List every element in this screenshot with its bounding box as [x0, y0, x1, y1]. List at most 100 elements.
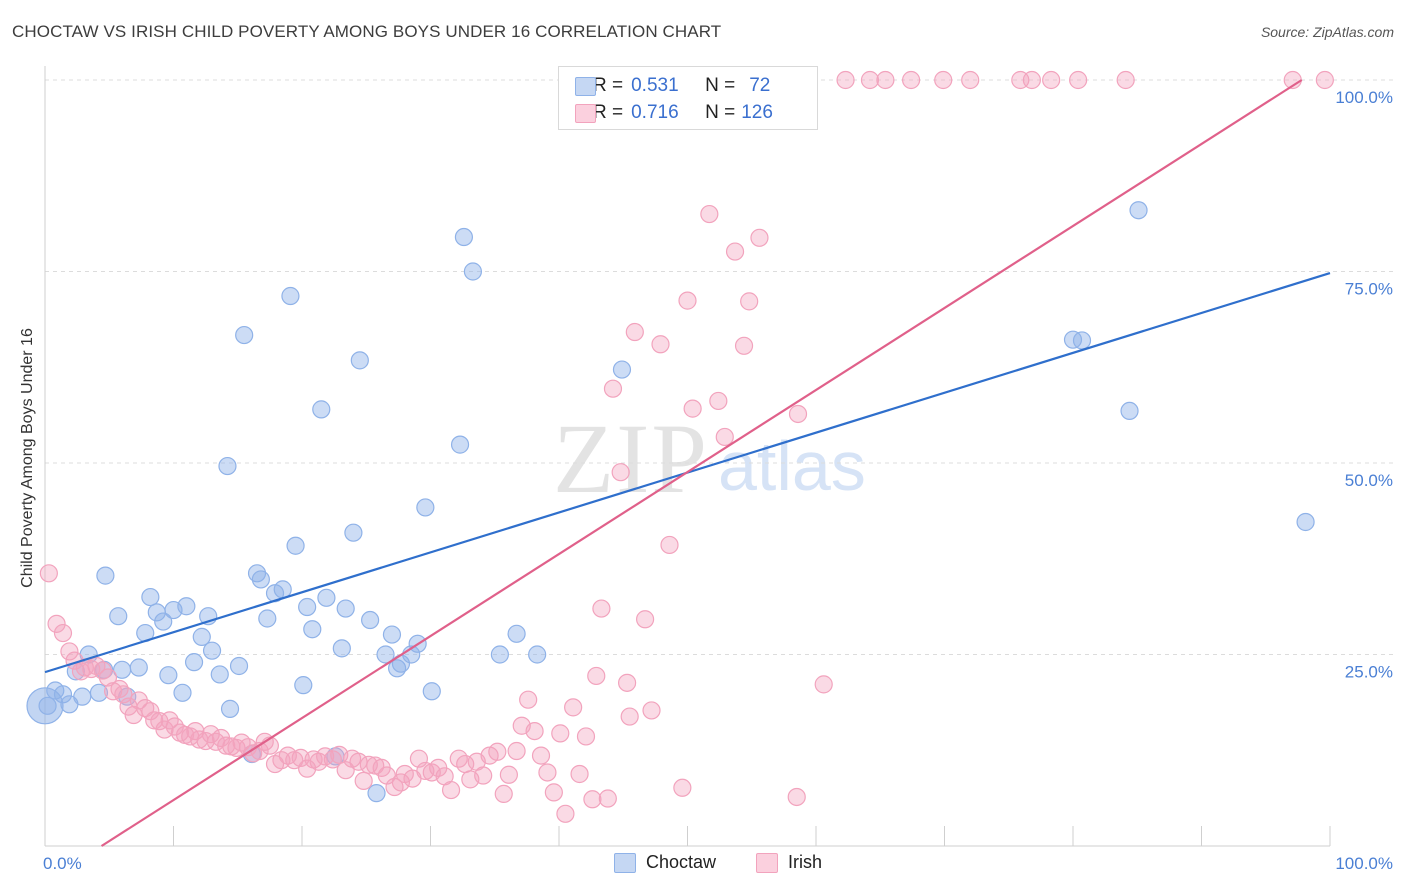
- x-tick-label: 100.0%: [1335, 854, 1393, 873]
- data-point-irish: [1022, 70, 1041, 90]
- legend-row-choctaw: R = 0.531 N = 72: [575, 74, 770, 98]
- data-point-choctaw: [1120, 401, 1139, 421]
- data-point-irish: [660, 535, 679, 555]
- data-point-choctaw: [177, 597, 196, 616]
- data-point-choctaw: [294, 676, 313, 695]
- data-point-irish: [836, 70, 855, 90]
- data-point-irish: [592, 599, 611, 618]
- data-point-irish: [709, 391, 728, 411]
- data-point-irish: [642, 701, 661, 720]
- data-point-choctaw: [312, 400, 331, 419]
- legend-r-value-irish: 0.716: [631, 102, 679, 123]
- y-tick-label: 100.0%: [1335, 88, 1393, 107]
- data-point-choctaw: [454, 227, 474, 247]
- data-point-choctaw: [317, 588, 336, 607]
- data-point-choctaw: [96, 566, 115, 585]
- y-tick-label: 25.0%: [1345, 663, 1393, 682]
- data-point-choctaw: [490, 645, 509, 664]
- bottom-legend-irish: Irish: [756, 852, 822, 873]
- data-point-irish: [814, 675, 833, 694]
- data-point-irish: [700, 204, 719, 224]
- data-point-irish: [788, 404, 808, 424]
- data-point-choctaw: [286, 536, 305, 555]
- data-point-irish: [87, 656, 106, 676]
- data-point-choctaw: [210, 665, 229, 684]
- data-point-irish: [519, 690, 538, 709]
- data-point-choctaw: [173, 683, 192, 702]
- data-point-choctaw: [450, 435, 470, 454]
- data-point-irish: [734, 336, 754, 355]
- x-tick-label: 0.0%: [43, 854, 82, 873]
- data-point-choctaw: [154, 612, 173, 631]
- data-point-choctaw: [73, 687, 92, 706]
- data-points: [26, 70, 1334, 823]
- data-point-irish: [961, 70, 980, 90]
- legend-swatch-irish: [575, 103, 596, 123]
- data-point-irish: [39, 564, 58, 583]
- data-point-irish: [47, 614, 66, 633]
- data-point-choctaw: [344, 523, 363, 542]
- data-point-irish: [683, 399, 702, 418]
- data-point-irish: [298, 759, 317, 778]
- data-point-choctaw: [251, 570, 270, 589]
- data-point-choctaw: [382, 625, 402, 644]
- bottom-legend-choctaw: Choctaw: [614, 852, 716, 873]
- data-point-irish: [556, 804, 575, 823]
- data-point-irish: [488, 742, 507, 761]
- legend-n-value-irish: 126: [741, 102, 773, 123]
- data-point-irish: [232, 733, 251, 752]
- legend-r-value-choctaw: 0.531: [631, 75, 679, 96]
- data-point-irish: [1315, 70, 1334, 90]
- watermark-zip: ZIP: [553, 403, 709, 514]
- data-point-irish: [598, 789, 617, 808]
- data-point-choctaw: [192, 627, 211, 646]
- data-point-irish: [336, 761, 355, 780]
- data-point-choctaw: [235, 325, 254, 345]
- data-point-choctaw: [218, 456, 237, 476]
- data-point-choctaw: [129, 658, 148, 677]
- data-point-irish: [391, 773, 411, 792]
- data-point-irish: [441, 780, 461, 800]
- data-point-irish: [136, 699, 155, 718]
- chart-title: CHOCTAW VS IRISH CHILD POVERTY AMONG BOY…: [12, 22, 722, 41]
- data-point-choctaw: [109, 607, 128, 626]
- source-credit: Source: ZipAtlas.com: [1260, 24, 1394, 40]
- data-point-choctaw: [463, 262, 483, 281]
- data-point-irish: [507, 741, 526, 761]
- data-point-irish: [82, 659, 101, 679]
- legend-n-label: N =: [705, 102, 736, 123]
- data-point-irish: [354, 771, 373, 790]
- data-point-irish: [901, 70, 921, 90]
- bottom-legend-swatch-choctaw: [614, 852, 636, 873]
- data-point-irish: [145, 711, 164, 730]
- data-point-irish: [564, 698, 583, 717]
- watermark: ZIP atlas: [553, 403, 866, 514]
- gridlines: [45, 79, 1395, 655]
- data-point-irish: [538, 763, 557, 782]
- data-point-irish: [678, 291, 697, 310]
- data-point-irish: [499, 765, 518, 784]
- data-point-choctaw: [361, 610, 380, 630]
- data-point-irish: [155, 720, 174, 739]
- data-point-choctaw: [1129, 201, 1148, 220]
- data-point-irish: [750, 228, 769, 247]
- data-point-irish: [570, 764, 589, 784]
- trend-lines: [44, 79, 1331, 847]
- bottom-legend-swatch-irish: [756, 852, 778, 873]
- data-point-irish: [531, 746, 551, 765]
- data-point-irish: [141, 702, 160, 721]
- legend-r-label: R =: [593, 102, 624, 123]
- tick-labels: 25.0% 50.0% 75.0% 100.0% 0.0% 100.0%: [43, 88, 1393, 873]
- data-point-irish: [625, 322, 644, 342]
- data-point-choctaw: [350, 351, 369, 370]
- data-point-irish: [620, 707, 639, 726]
- data-point-choctaw: [298, 597, 317, 617]
- data-point-irish: [544, 783, 563, 802]
- legend-swatch-choctaw: [575, 76, 596, 96]
- data-point-irish: [651, 335, 670, 354]
- data-point-choctaw: [367, 784, 386, 803]
- data-point-irish: [673, 778, 692, 797]
- legend-row-irish: R = 0.716 N = 126: [575, 101, 773, 125]
- data-point-choctaw: [507, 624, 526, 643]
- y-tick-label: 75.0%: [1345, 280, 1393, 299]
